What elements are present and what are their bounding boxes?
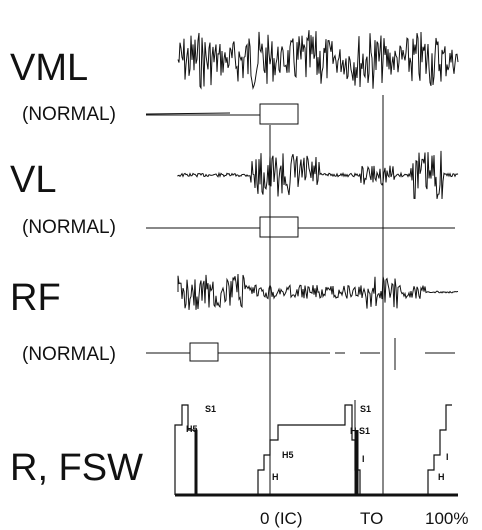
normal-activity-vml [145, 103, 299, 125]
normal-label-vml: (NORMAL) [22, 104, 116, 125]
fsw-label-s1-b: S1 [360, 404, 371, 414]
x-tick-0-ic: 0 (IC) [260, 509, 303, 528]
emg-trace-rf [177, 273, 459, 310]
footswitch-label: R, FSW [10, 447, 143, 489]
fsw-label-h5-b: H5 [282, 450, 294, 460]
normal-activity-rf [146, 338, 455, 370]
fsw-label-hs1: H S1 [350, 426, 370, 436]
normal-activity-vl [146, 216, 455, 238]
emg-trace-vml [177, 30, 459, 91]
x-tick-to: TO [360, 509, 383, 528]
emg-trace-vl [177, 150, 459, 200]
muscle-label-rf: RF [10, 277, 61, 319]
fsw-label-h5-a: H5 [186, 424, 198, 434]
normal-label-vl: (NORMAL) [22, 217, 116, 238]
fsw-label-s1-a: S1 [205, 404, 216, 414]
fsw-label-i-b: I [446, 452, 449, 462]
muscle-label-vml: VML [10, 47, 88, 89]
fsw-label-i-a: I [362, 454, 365, 464]
fsw-label-h-b: H [438, 472, 445, 482]
x-tick-100: 100% [425, 509, 468, 528]
fsw-label-h: H [272, 472, 279, 482]
muscle-label-vl: VL [10, 159, 56, 201]
normal-label-rf: (NORMAL) [22, 344, 116, 365]
footswitch-trace [174, 404, 458, 497]
